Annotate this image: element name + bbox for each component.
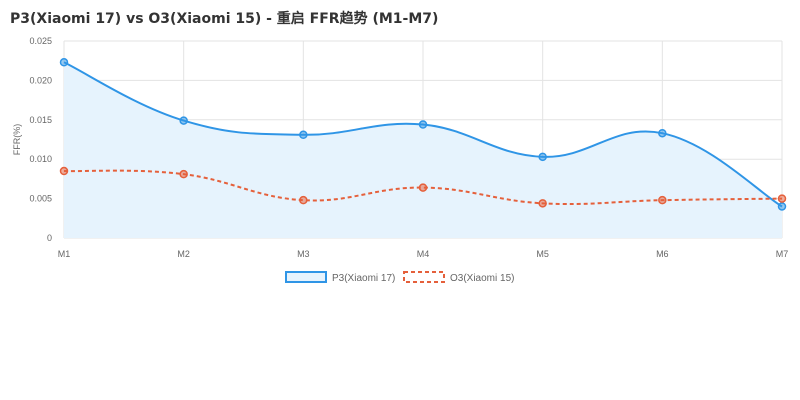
- x-tick-label: M6: [656, 249, 669, 259]
- legend-swatch[interactable]: [403, 271, 445, 283]
- chart-title: P3(Xiaomi 17) vs O3(Xiaomi 15) - 重启 FFR趋…: [10, 11, 439, 27]
- data-point[interactable]: [418, 120, 428, 129]
- data-point[interactable]: [658, 195, 667, 205]
- data-point[interactable]: [179, 116, 188, 125]
- legend-swatch[interactable]: [285, 271, 327, 283]
- legend-label[interactable]: O3(Xiaomi 15): [450, 273, 514, 284]
- area-fill-layer: [64, 62, 782, 238]
- data-point[interactable]: [59, 166, 69, 176]
- legend: P3(Xiaomi 17) O3(Xiaomi 15): [285, 271, 514, 284]
- y-axis-ticks: 0 0.005 0.010 0.015 0.020 0.025: [29, 36, 52, 243]
- data-point[interactable]: [777, 194, 787, 203]
- data-point[interactable]: [538, 199, 547, 208]
- y-axis-title: FFR(%): [12, 124, 22, 156]
- series-area-1: [64, 62, 782, 238]
- y-tick-label: 0: [47, 233, 52, 243]
- data-points: [59, 58, 787, 211]
- y-tick-label: 0.020: [29, 75, 52, 85]
- y-tick-label: 0.025: [29, 36, 52, 46]
- x-tick-label: M5: [536, 249, 549, 259]
- data-point[interactable]: [658, 128, 667, 138]
- x-tick-label: M3: [297, 249, 310, 259]
- data-point[interactable]: [59, 58, 69, 67]
- x-tick-label: M2: [177, 249, 190, 259]
- legend-label[interactable]: P3(Xiaomi 17): [332, 273, 395, 284]
- data-point[interactable]: [299, 130, 308, 140]
- data-point[interactable]: [538, 152, 547, 162]
- x-axis-ticks: M1 M2 M3 M4 M5 M6 M7: [58, 249, 789, 259]
- x-tick-label: M7: [776, 249, 789, 259]
- data-point[interactable]: [418, 183, 428, 192]
- data-point[interactable]: [777, 202, 787, 211]
- data-point[interactable]: [179, 169, 188, 179]
- x-tick-label: M4: [417, 249, 430, 259]
- x-tick-label: M1: [58, 249, 71, 259]
- y-tick-label: 0.005: [29, 194, 52, 204]
- y-tick-label: 0.015: [29, 115, 52, 125]
- y-tick-label: 0.010: [29, 154, 52, 164]
- data-point[interactable]: [299, 195, 308, 205]
